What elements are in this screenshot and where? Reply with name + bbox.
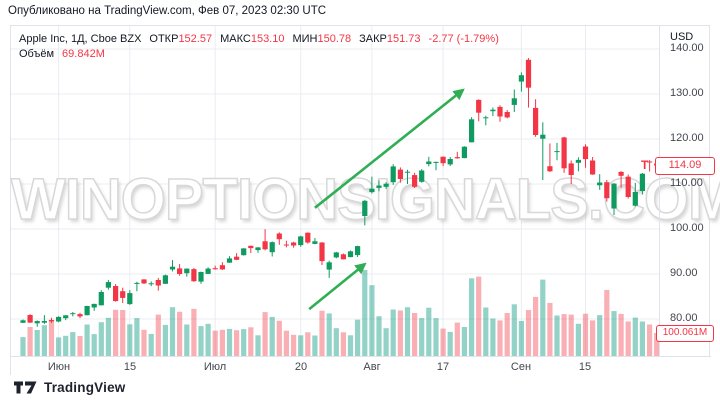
volume-value: 69.842M [62,48,105,60]
legend-low: МИН150.78 [292,33,352,45]
candlestick-series[interactable] [11,26,660,357]
trend-arrows [308,88,465,311]
time-axis-label: 15 [578,361,592,373]
time-axis-label: 20 [294,361,308,373]
price-axis-label: 110.00 [670,177,703,189]
last-volume-tag: 100.061M [656,325,714,342]
symbol-title: Apple Inc, 1Д, Cboe BZX [19,33,142,45]
time-axis-label: Сен [510,361,532,373]
volume-label: Объём [19,48,55,60]
legend-row-symbol: Apple Inc, 1Д, Cboe BZX ОТКР152.57 МАКС1… [19,32,499,47]
legend-row-volume: Объём 69.842M [19,47,499,62]
price-axis-label: 130.00 [670,87,704,99]
time-axis-label: Июн [47,361,71,373]
legend-close: ЗАКР151.73 [359,33,421,45]
volume-bars [20,270,660,357]
legend-high: МАКС153.10 [220,33,285,45]
time-axis[interactable]: Июн 15 Июл 20 Авг 17 Сен 15 [11,356,711,376]
chart-frame: WINOPTIONSIGNALS.COM Apple Inc, 1Д, Cboe… [10,25,720,376]
price-axis-currency: USD [670,31,694,43]
legend-change: -2.77 (-1.79%) [428,33,499,45]
tradingview-logo-icon[interactable] [14,380,37,395]
price-axis[interactable]: USD 140.00 130.00 120.00 110.00 100.00 90.00 8… [659,26,711,356]
chart-legend: Apple Inc, 1Д, Cboe BZX ОТКР152.57 МАКС1… [19,32,499,62]
legend-open: ОТКР152.57 [149,33,213,45]
last-price-marker: T [641,158,649,172]
price-axis-label: 100.00 [670,222,704,234]
footer: TradingView [14,380,125,395]
price-axis-label: 120.00 [670,132,704,144]
chart-plot-area[interactable] [11,26,660,361]
last-price-tag: 114.09 [655,157,715,175]
candles [20,58,660,327]
time-axis-label: Авг [363,361,381,373]
time-axis-label: 15 [123,361,137,373]
time-axis-label: 17 [436,361,450,373]
tradingview-brand-link[interactable]: TradingView [44,380,126,395]
price-axis-label: 90.00 [670,267,698,279]
chart-grid [11,26,659,361]
published-line: Опубликовано на TradingView.com, Фев 07,… [8,5,327,17]
price-axis-label: 80.00 [670,312,698,324]
time-axis-label: Июл [203,361,227,373]
price-axis-label: 140.00 [670,42,704,54]
